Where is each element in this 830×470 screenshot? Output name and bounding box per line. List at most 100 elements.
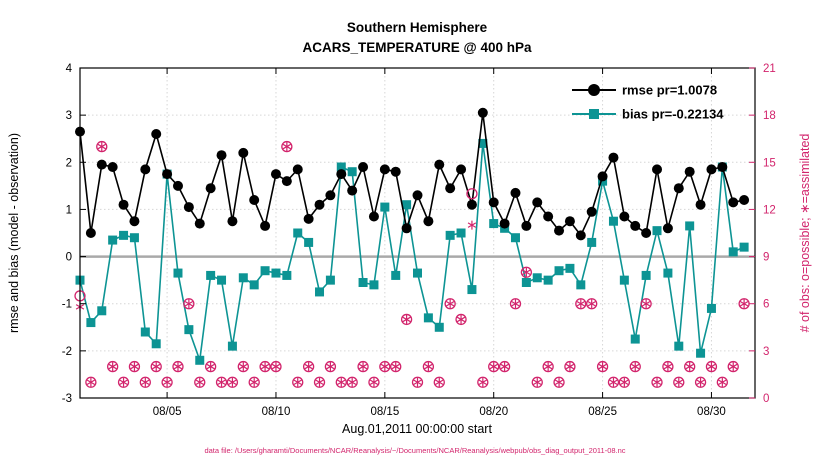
y-left-tick-label: 0 — [66, 252, 72, 264]
chart-title-line2: ACARS_TEMPERATURE @ 400 hPa — [303, 40, 532, 55]
y-left-tick-label: 1 — [66, 204, 72, 216]
rmse-marker — [532, 197, 543, 208]
possible-obs-marker — [727, 360, 739, 373]
possible-obs-marker — [172, 360, 184, 373]
bias-marker — [129, 233, 139, 243]
plot-box — [79, 67, 756, 399]
rmse-marker — [303, 213, 314, 224]
possible-obs-marker — [400, 313, 413, 326]
y-left-tick-label: 4 — [66, 63, 73, 75]
bias-marker — [293, 228, 303, 238]
bias-marker — [119, 230, 129, 240]
y-right-tick-label: 6 — [763, 299, 769, 311]
rmse-marker — [216, 150, 227, 161]
rmse-marker — [564, 216, 575, 227]
rmse-marker — [379, 164, 390, 175]
bias-marker — [739, 242, 749, 252]
rmse-marker — [390, 166, 401, 177]
rmse-marker — [162, 169, 173, 180]
bias-marker — [489, 219, 499, 229]
possible-obs-marker — [117, 376, 130, 388]
rmse-marker — [684, 166, 695, 177]
x-tick-label: 08/20 — [479, 406, 508, 418]
rmse-marker — [586, 206, 597, 217]
possible-obs-marker — [324, 360, 337, 373]
bias-marker — [108, 235, 118, 245]
bias-marker — [587, 237, 597, 247]
rmse-marker — [488, 197, 499, 208]
rmse-marker — [249, 195, 260, 205]
y-right-tick-label: 21 — [763, 63, 776, 75]
rmse-marker — [673, 183, 684, 194]
bias-marker — [347, 167, 357, 177]
possible-obs-marker — [466, 188, 478, 200]
rmse-marker — [238, 147, 249, 158]
rmse-marker — [281, 176, 292, 187]
rmse-marker — [85, 228, 96, 238]
possible-obs-marker — [705, 360, 718, 373]
bias-marker — [543, 275, 553, 285]
bias-marker — [565, 263, 575, 273]
possible-obs-marker — [139, 376, 151, 388]
rmse-marker — [499, 218, 510, 229]
bias-marker — [467, 285, 477, 295]
possible-obs-marker — [640, 298, 652, 310]
possible-obs-marker — [237, 360, 249, 373]
possible-obs-marker — [684, 360, 696, 373]
bias-marker — [413, 268, 422, 278]
y-right-tick-label: 12 — [763, 204, 776, 216]
bias-marker — [282, 270, 292, 280]
bias-marker — [358, 278, 368, 287]
y-left-tick-label: -2 — [62, 346, 72, 358]
bias-marker — [532, 273, 542, 283]
rmse-marker — [183, 202, 194, 213]
possible-obs-marker — [379, 360, 391, 373]
possible-obs-marker — [313, 376, 326, 388]
bias-marker — [391, 270, 401, 280]
bias-marker — [238, 273, 248, 283]
bias-marker — [325, 275, 335, 285]
possible-obs-marker — [542, 360, 554, 373]
legend-label: bias pr=-0.22134 — [622, 107, 724, 122]
rmse-marker — [423, 216, 434, 227]
rmse-marker — [543, 211, 554, 222]
possible-obs-marker — [346, 376, 358, 388]
possible-obs-marker — [281, 140, 293, 153]
x-tick-label: 08/30 — [697, 406, 726, 418]
possible-obs-marker — [128, 360, 141, 373]
rmse-marker — [597, 171, 608, 182]
bias-marker — [304, 237, 314, 247]
bias-marker — [140, 327, 150, 337]
bias-marker — [663, 268, 673, 278]
rmse-marker — [466, 199, 477, 210]
possible-obs-marker — [596, 360, 609, 373]
bias-marker — [423, 313, 433, 323]
possible-obs-marker — [422, 360, 435, 373]
bias-marker — [652, 226, 662, 236]
bias-marker — [521, 278, 531, 287]
y-right-tick-label: 18 — [763, 110, 776, 122]
possible-obs-marker — [161, 376, 173, 388]
rmse-marker — [739, 195, 750, 205]
bias-marker — [456, 228, 466, 238]
data-file-caption: data file: /Users/gharamti/Documents/NCA… — [204, 446, 625, 455]
rmse-marker — [554, 225, 565, 236]
rmse-marker — [129, 216, 140, 227]
possible-obs-marker — [183, 298, 195, 310]
bias-marker — [271, 268, 281, 278]
rmse-marker — [347, 185, 358, 196]
possible-obs-marker — [390, 360, 402, 373]
bias-marker — [206, 270, 216, 280]
rmse-marker — [706, 164, 717, 175]
bias-marker — [641, 270, 651, 280]
y-right-tick-label: 3 — [763, 346, 769, 358]
rmse-marker — [336, 169, 347, 180]
bias-marker — [380, 202, 390, 212]
legend: rmse pr=1.0078 bias pr=-0.22134 — [572, 83, 724, 122]
possible-obs-marker — [694, 376, 707, 388]
x-tick-label: 08/05 — [153, 406, 182, 418]
rmse-marker — [434, 159, 445, 170]
possible-obs-marker — [651, 376, 663, 388]
